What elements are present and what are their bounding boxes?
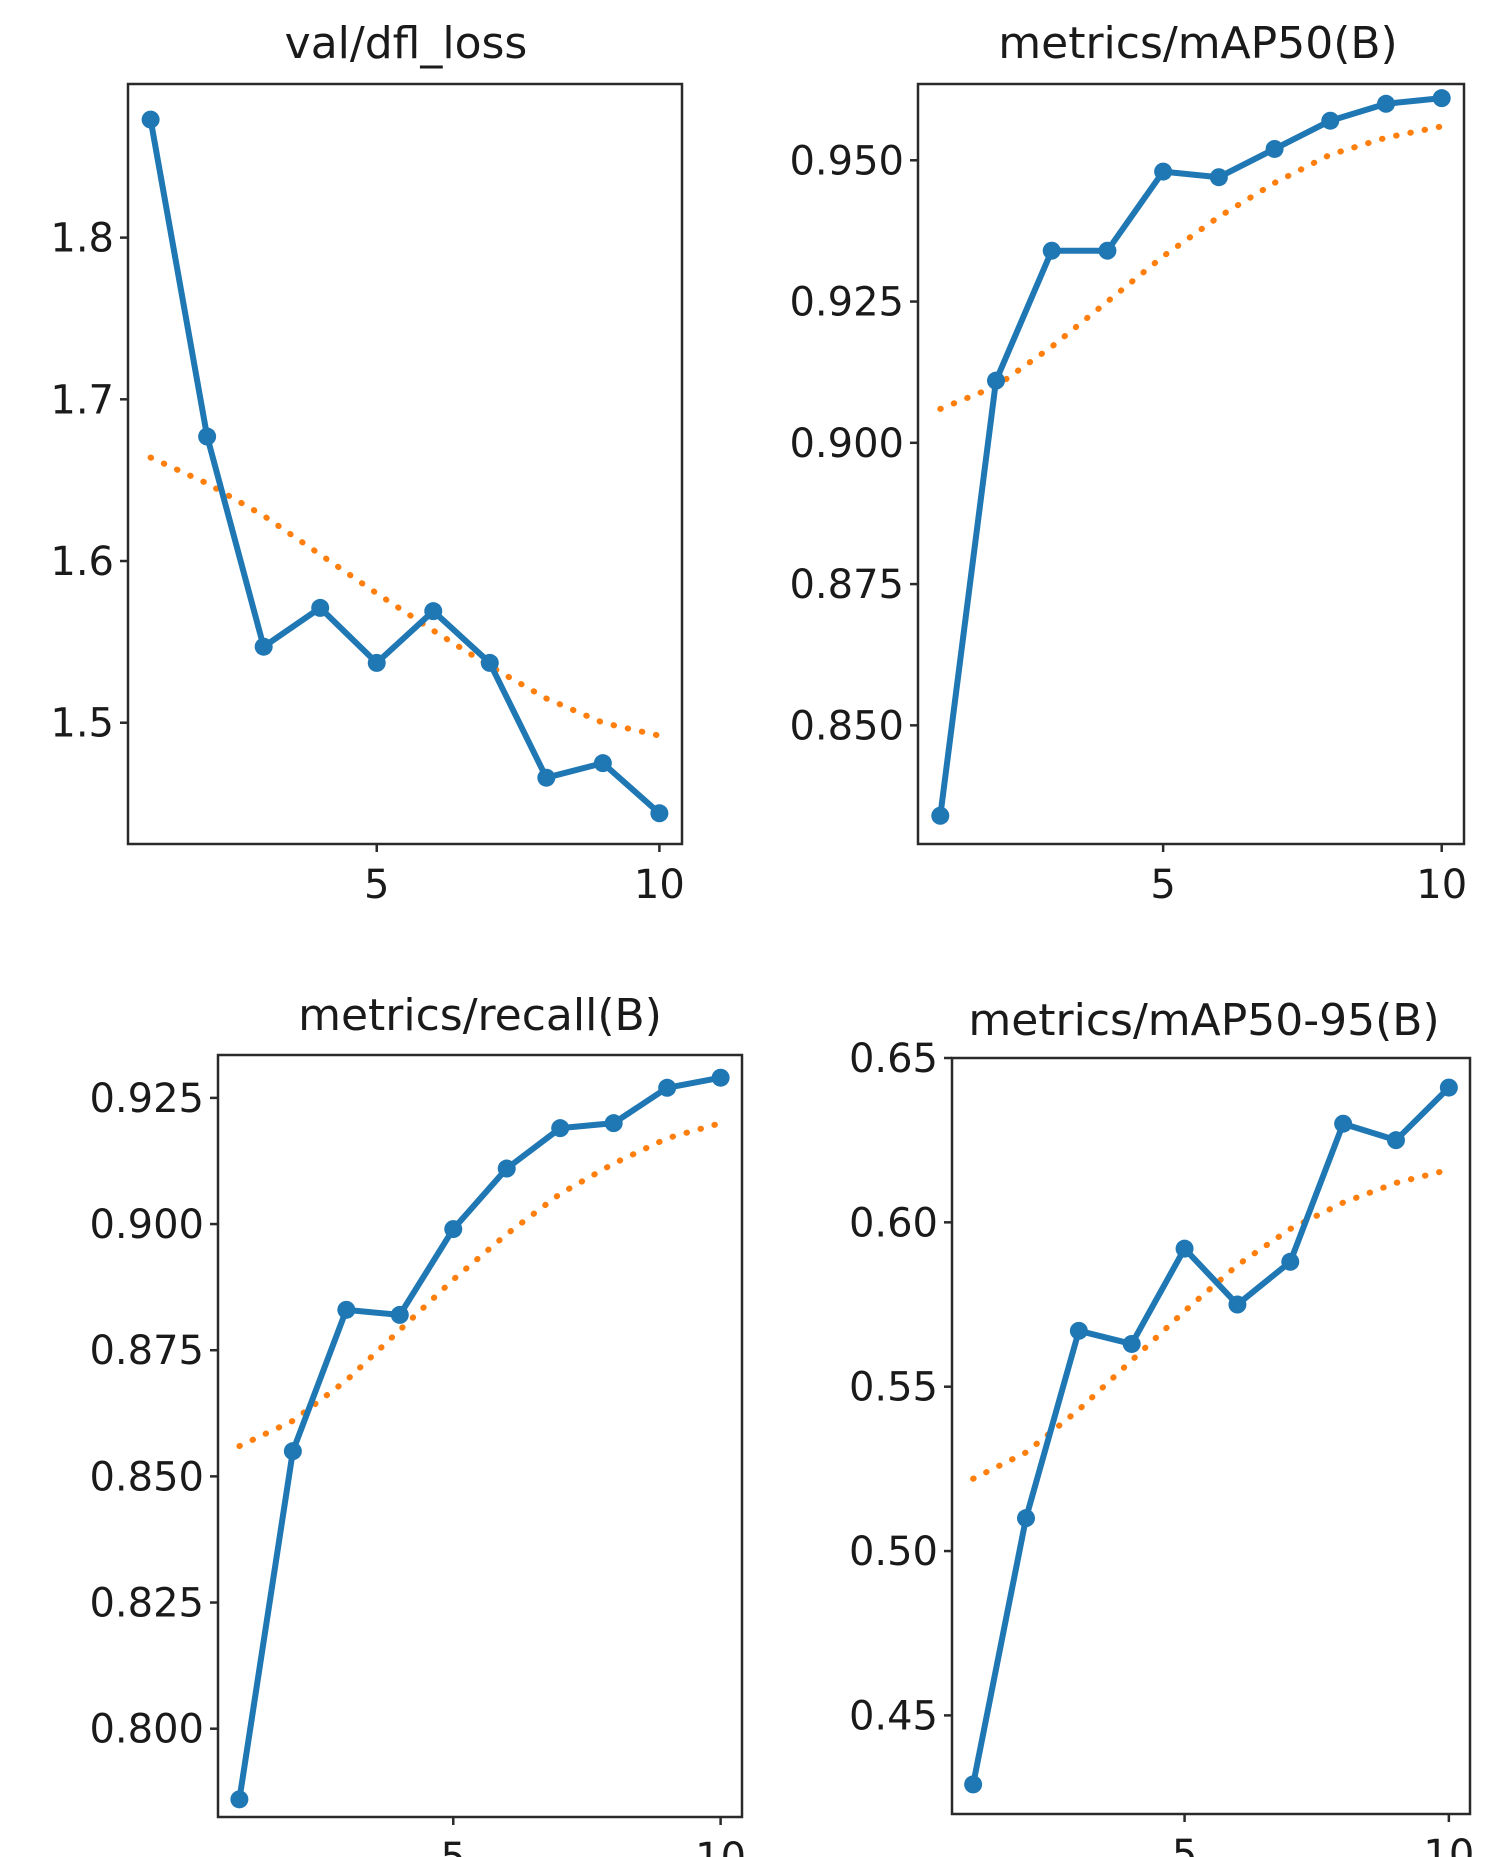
data-point — [593, 754, 612, 773]
plot-frame — [126, 82, 684, 846]
y-tick-label: 0.45 — [849, 1693, 938, 1739]
plot-marks: 0.850 0.875 0.900 0.925 0.950 5 10 — [789, 89, 1467, 908]
data-point — [650, 804, 669, 823]
y-tick-label: 1.8 — [50, 216, 114, 262]
data-point — [1098, 241, 1117, 260]
x-tick-label: 10 — [634, 862, 685, 908]
series-line-smooth — [970, 1166, 1452, 1482]
chart-title: metrics/mAP50-95(B) — [968, 995, 1439, 1046]
series-line-results — [970, 1084, 1452, 1788]
panel-metrics-map50: metrics/mAP50(B) 0.850 0.875 0.900 0.925 0.9… — [789, 18, 1467, 908]
y-tick-label: 0.55 — [849, 1365, 938, 1411]
plot-frame — [950, 1056, 1472, 1816]
data-point — [964, 1775, 983, 1794]
data-point — [1265, 139, 1284, 158]
plot-marks: 0.45 0.50 0.55 0.60 0.65 5 10 — [849, 1036, 1474, 1857]
y-tick-label: 0.900 — [789, 421, 904, 467]
data-point — [367, 653, 386, 672]
data-point — [1387, 1131, 1405, 1150]
chart-title: metrics/recall(B) — [298, 990, 662, 1041]
data-point — [254, 637, 273, 656]
data-point — [311, 598, 330, 617]
x-tick-label: 10 — [695, 1835, 746, 1857]
data-point — [1321, 111, 1340, 130]
y-tick-label: 0.875 — [789, 562, 904, 608]
x-tick-label: 5 — [441, 1835, 466, 1857]
series-line-results — [147, 116, 663, 817]
data-point — [1042, 241, 1061, 260]
data-point — [551, 1119, 570, 1138]
y-tick-label: 1.6 — [50, 539, 114, 585]
data-point — [390, 1305, 409, 1324]
data-point — [198, 427, 217, 446]
data-point — [931, 806, 950, 825]
data-point — [711, 1068, 730, 1087]
y-tick-label: 0.850 — [789, 703, 904, 749]
data-point — [444, 1220, 463, 1239]
y-tick-label: 0.925 — [89, 1076, 204, 1122]
data-point — [141, 110, 160, 129]
plot-frame — [916, 82, 1466, 846]
data-point — [1432, 89, 1451, 108]
chart-title: metrics/mAP50(B) — [998, 18, 1397, 69]
x-tick-label: 5 — [1150, 862, 1175, 908]
data-point — [1334, 1114, 1353, 1133]
data-point — [1281, 1252, 1300, 1271]
data-point — [1377, 94, 1395, 113]
data-point — [1122, 1334, 1141, 1353]
series-line-results — [937, 95, 1445, 819]
plot-marks: 0.800 0.825 0.850 0.875 0.900 0.925 5 10 — [89, 1068, 746, 1857]
plot-frame — [216, 1053, 744, 1819]
series-line-results — [236, 1074, 724, 1803]
data-point — [480, 653, 499, 672]
data-point — [604, 1114, 623, 1133]
series-line-smooth — [147, 454, 663, 739]
data-point — [424, 602, 443, 621]
data-point — [537, 768, 556, 787]
y-tick-label: 0.825 — [89, 1581, 204, 1627]
data-point — [230, 1790, 249, 1809]
x-tick-label: 5 — [1172, 1832, 1197, 1857]
data-point — [987, 371, 1005, 390]
y-tick-label: 0.50 — [849, 1529, 938, 1575]
y-tick-label: 0.925 — [789, 280, 904, 326]
data-point — [1017, 1509, 1035, 1528]
data-point — [1439, 1078, 1458, 1097]
y-tick-label: 0.800 — [89, 1707, 204, 1753]
data-point — [1175, 1239, 1194, 1258]
y-tick-label: 1.5 — [50, 701, 114, 747]
data-point — [658, 1078, 677, 1097]
y-tick-label: 1.7 — [50, 377, 114, 423]
data-point — [497, 1159, 516, 1178]
x-tick-label: 10 — [1423, 1832, 1474, 1857]
y-tick-label: 0.900 — [89, 1202, 204, 1248]
panel-val-dfl-loss: val/dfl_loss 1.5 1.6 1.7 1.8 5 10 — [50, 18, 684, 908]
plot-marks: 1.5 1.6 1.7 1.8 5 10 — [50, 110, 685, 908]
data-point — [283, 1442, 302, 1461]
y-tick-label: 0.60 — [849, 1200, 938, 1246]
data-point — [1069, 1321, 1088, 1340]
chart-title: val/dfl_loss — [285, 18, 528, 69]
y-tick-label: 0.950 — [789, 138, 904, 184]
data-point — [337, 1300, 356, 1319]
x-tick-label: 5 — [364, 862, 389, 908]
y-tick-label: 0.65 — [849, 1036, 938, 1082]
y-tick-label: 0.875 — [89, 1328, 204, 1374]
y-tick-label: 0.850 — [89, 1454, 204, 1500]
data-point — [1154, 162, 1173, 181]
data-point — [1228, 1295, 1247, 1314]
x-tick-label: 10 — [1416, 862, 1467, 908]
series-line-smooth — [937, 123, 1445, 412]
data-point — [1209, 168, 1228, 187]
panel-metrics-recall: metrics/recall(B) 0.8000.8250.8500.8750.… — [89, 990, 746, 1857]
panel-metrics-map50-95: metrics/mAP50-95(B) 0.45 0.50 0.55 0.60 0.65… — [849, 995, 1474, 1857]
